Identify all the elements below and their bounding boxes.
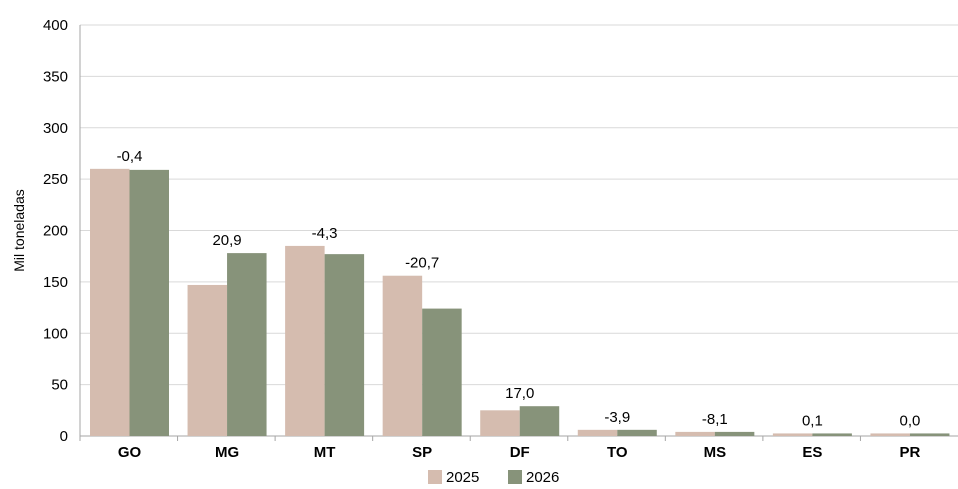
x-tick-label: DF xyxy=(510,444,530,461)
x-tick-label: ES xyxy=(802,444,822,461)
legend-label: 2025 xyxy=(446,469,479,486)
bar-2026-PR xyxy=(909,433,950,436)
bar-2026-MS xyxy=(714,431,755,436)
bar-2026-ES xyxy=(812,433,852,436)
y-tick-label: 300 xyxy=(43,120,68,137)
y-tick-label: 200 xyxy=(43,223,68,240)
legend: 2025 2026 xyxy=(428,469,559,486)
x-tick-label: MS xyxy=(704,444,727,461)
data-label: -8,1 xyxy=(702,411,728,428)
y-tick-label: 150 xyxy=(43,274,68,291)
legend-swatch-2026 xyxy=(508,470,522,484)
bar-2026-MG xyxy=(227,253,267,436)
legend-label: 2026 xyxy=(526,469,559,486)
x-tick-label: MT xyxy=(314,444,336,461)
x-tick-label: GO xyxy=(118,444,142,461)
data-label: 20,9 xyxy=(212,232,241,249)
bar-2025-GO xyxy=(90,168,130,436)
bar-2025-ES xyxy=(772,433,813,436)
bar-2026-MT xyxy=(324,254,365,436)
bar-2025-DF xyxy=(480,410,520,436)
bar-2025-PR xyxy=(870,433,910,436)
data-label: -20,7 xyxy=(405,255,439,272)
y-tick-label: 350 xyxy=(43,68,68,85)
bar-2025-MS xyxy=(675,431,715,436)
data-label: 17,0 xyxy=(505,385,534,402)
bar-2025-MT xyxy=(285,245,325,436)
bar-2025-SP xyxy=(382,275,423,436)
y-tick-label: 100 xyxy=(43,325,68,342)
data-labels: -0,4 20,9 -4,3 -20,7 17,0 -3,9 -8,1 0,1 0,0 xyxy=(117,148,921,430)
x-tick-label: PR xyxy=(900,444,921,461)
x-tick-label: MG xyxy=(215,444,239,461)
bar-2026-TO xyxy=(617,429,657,436)
y-tick-label: 50 xyxy=(51,377,68,394)
legend-swatch-2025 xyxy=(428,470,442,484)
data-label: 0,0 xyxy=(900,412,921,429)
bar-2026-DF xyxy=(519,406,560,436)
y-tick-label: 400 xyxy=(43,17,68,34)
data-label: 0,1 xyxy=(802,412,823,429)
y-axis-label: Mil toneladas xyxy=(11,189,27,272)
data-label: -0,4 xyxy=(117,148,143,165)
y-tick-label: 0 xyxy=(60,428,68,445)
bars xyxy=(90,168,950,436)
bar-2026-GO xyxy=(129,169,169,436)
bar-2025-TO xyxy=(577,429,618,436)
data-label: -4,3 xyxy=(312,225,338,242)
data-label: -3,9 xyxy=(604,409,630,426)
x-tick-label: SP xyxy=(412,444,432,461)
bar-2025-MG xyxy=(187,284,228,436)
x-tick-label: TO xyxy=(607,444,628,461)
y-tick-label: 250 xyxy=(43,171,68,188)
axes: 0 50 100 150 200 250 300 350 400 GO MG MT SP DF TO MS ES… xyxy=(43,17,958,461)
bar-2026-SP xyxy=(422,308,462,436)
